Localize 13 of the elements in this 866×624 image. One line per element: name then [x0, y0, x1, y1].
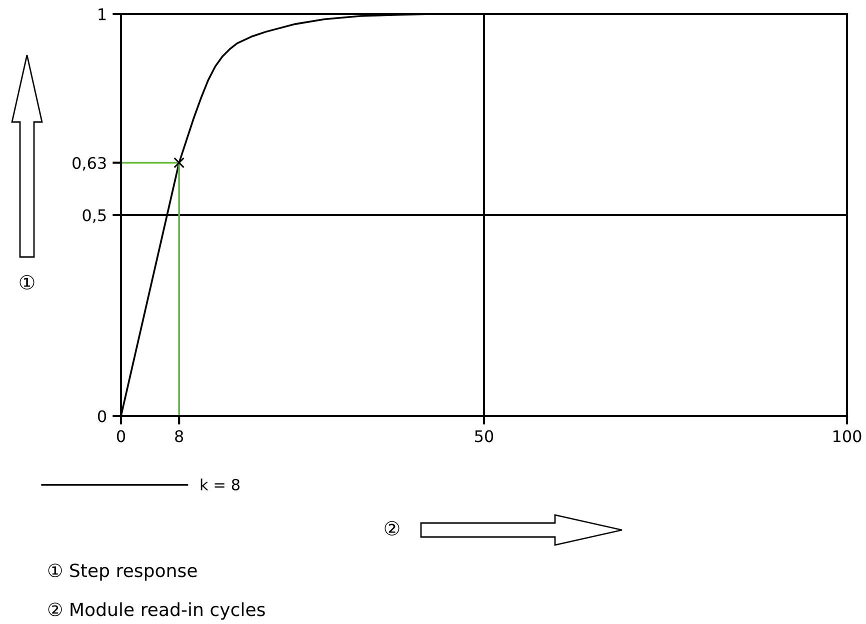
y-tick-label: 1 [98, 8, 106, 20]
text: ① Step response [48, 564, 197, 581]
text: k = 8 [200, 478, 240, 490]
y-tick-label: 0,5 [82, 209, 106, 223]
x-tick-label: 50 [475, 430, 494, 442]
y-axis-title: ① [20, 275, 34, 290]
x-tick-label: 0 [116, 430, 126, 442]
text: ② Module read-in cycles [48, 602, 265, 620]
y-tick-label: 0 [98, 410, 106, 422]
y-tick-label: 0,63 [72, 156, 106, 171]
x-tick-label: 8 [175, 430, 184, 442]
x-tick-label: 100 [834, 430, 862, 442]
x-axis-title: ② [384, 521, 400, 536]
